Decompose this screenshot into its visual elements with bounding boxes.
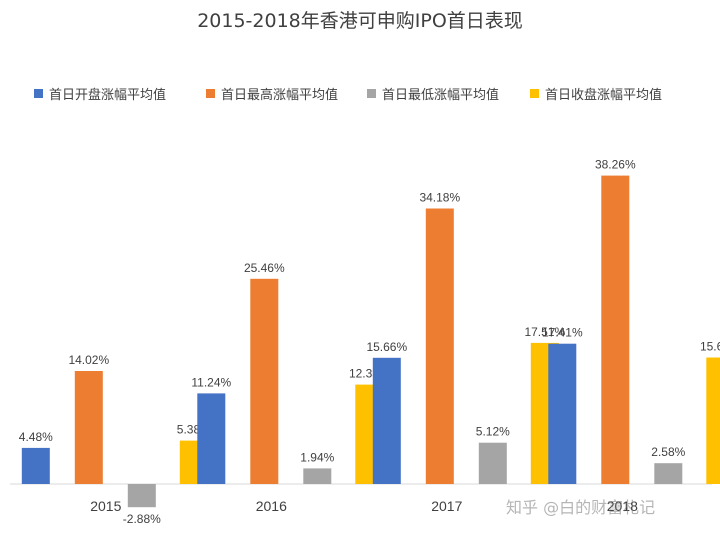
- data-label: 4.48%: [19, 430, 53, 444]
- data-label: 17.51%: [524, 325, 565, 339]
- bar: [127, 484, 156, 508]
- bar: [425, 208, 454, 484]
- legend: 首日开盘涨幅平均值 首日最高涨幅平均值 首日最低涨幅平均值 首日收盘涨幅平均值: [34, 84, 714, 103]
- legend-swatch-high: [206, 88, 215, 98]
- legend-swatch-low: [367, 88, 376, 98]
- data-label: 17.41%: [542, 326, 583, 340]
- bar: [706, 357, 720, 484]
- bar: [21, 447, 50, 484]
- legend-item-low: 首日最低涨幅平均值: [367, 84, 500, 103]
- data-label: -2.88%: [123, 512, 161, 526]
- bar: [601, 175, 630, 484]
- x-tick-label: 2017: [431, 498, 462, 514]
- data-label: 34.18%: [419, 191, 460, 205]
- data-label: 2.58%: [651, 445, 685, 459]
- bar: [197, 393, 226, 484]
- chart-title: 2015-2018年香港可申购IPO首日表现: [197, 10, 523, 32]
- legend-item-open: 首日开盘涨幅平均值: [34, 84, 167, 103]
- legend-label-open: 首日开盘涨幅平均值: [49, 87, 167, 103]
- data-label: 15.69%: [700, 340, 720, 354]
- bar: [74, 371, 103, 484]
- x-tick-label: 2016: [256, 498, 287, 514]
- x-tick-label: 2018: [607, 498, 638, 514]
- x-tick-label: 2015: [90, 498, 121, 514]
- data-label: 1.94%: [300, 450, 334, 464]
- data-label: 14.02%: [68, 353, 109, 367]
- legend-label-low: 首日最低涨幅平均值: [382, 87, 500, 103]
- legend-label-close: 首日收盘涨幅平均值: [545, 87, 663, 103]
- legend-label-high: 首日最高涨幅平均值: [221, 87, 339, 103]
- legend-swatch-open: [34, 88, 43, 98]
- data-label: 38.26%: [595, 158, 636, 172]
- bar: [548, 343, 577, 484]
- data-label: 5.12%: [476, 425, 510, 439]
- bar: [654, 463, 683, 484]
- data-label: 25.46%: [244, 261, 285, 275]
- bar: [478, 442, 507, 484]
- watermark: 知乎 @白的财富札记: [506, 498, 656, 517]
- legend-swatch-close: [530, 88, 539, 98]
- legend-item-close: 首日收盘涨幅平均值: [530, 84, 663, 103]
- bar: [303, 468, 332, 484]
- legend-item-high: 首日最高涨幅平均值: [206, 84, 339, 103]
- bar: [372, 357, 401, 484]
- data-label: 11.24%: [191, 375, 231, 389]
- bar: [250, 278, 279, 484]
- data-label: 15.66%: [366, 340, 407, 354]
